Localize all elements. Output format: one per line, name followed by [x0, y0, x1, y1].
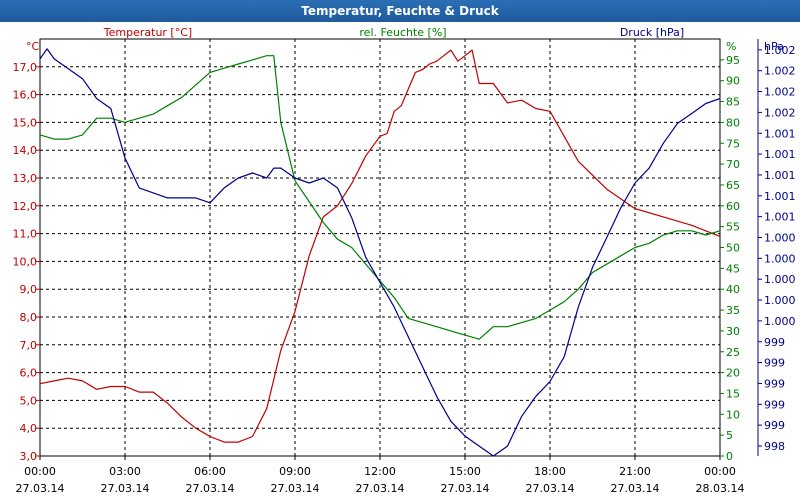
series-lines — [39, 48, 721, 457]
pressure-tick-label: 1.000 — [764, 273, 796, 286]
temperature-tick-label: 6,0 — [20, 367, 38, 380]
humidity-tick-label: 55 — [726, 221, 740, 234]
temperature-legend-label: Temperatur [°C] — [103, 26, 192, 39]
temperature-tick-label: 17,0 — [13, 61, 38, 74]
pressure-tick-label: 1.002 — [764, 106, 796, 119]
humidity-tick-label: 80 — [726, 116, 740, 129]
pressure-tick-label: 999 — [764, 336, 785, 349]
pressure-tick-label: 999 — [764, 419, 785, 432]
temperature-tick-label: 7,0 — [20, 339, 38, 352]
temperature-tick-label: 9,0 — [20, 283, 38, 296]
x-tick-date-label: 28.03.14 — [696, 482, 745, 495]
pressure-tick-label: 1.000 — [764, 294, 796, 307]
humidity-tick-label: 95 — [726, 54, 740, 67]
humidity-tick-label: 10 — [726, 408, 740, 421]
pressure-tick-label: 999 — [764, 398, 785, 411]
grid — [40, 39, 720, 456]
temperature-unit-label: °C — [26, 40, 40, 53]
x-tick-date-label: 27.03.14 — [16, 482, 65, 495]
x-tick-time-label: 21:00 — [619, 465, 651, 478]
x-tick-date-label: 27.03.14 — [271, 482, 320, 495]
chart-title: Temperatur, Feuchte & Druck — [0, 0, 800, 22]
pressure-tick-label: 1.001 — [764, 190, 796, 203]
pressure-tick-label: 999 — [764, 377, 785, 390]
temperature-line — [39, 49, 721, 443]
pressure-tick-label: 1.000 — [764, 252, 796, 265]
temperature-tick-label: 10,0 — [13, 255, 38, 268]
x-tick-time-label: 00:00 — [704, 465, 736, 478]
humidity-tick-label: 85 — [726, 96, 740, 109]
temperature-tick-label: 8,0 — [20, 311, 38, 324]
humidity-tick-label: 20 — [726, 367, 740, 380]
pressure-legend-label: Druck [hPa] — [620, 26, 684, 39]
x-tick-date-label: 27.03.14 — [611, 482, 660, 495]
x-tick-date-label: 27.03.14 — [356, 482, 405, 495]
axes: 00:00 27.03.14 03:00 27.03.14 06:00 27.03.14 0… — [13, 38, 796, 495]
temperature-tick-label: 15,0 — [13, 116, 38, 129]
temperature-tick-label: 4,0 — [20, 422, 38, 435]
temperature-tick-label: 11,0 — [13, 228, 38, 241]
pressure-tick-label: 1.000 — [764, 232, 796, 245]
humidity-tick-label: 15 — [726, 387, 740, 400]
humidity-tick-label: 65 — [726, 179, 740, 192]
humidity-tick-label: 5 — [726, 429, 733, 442]
pressure-tick-label: 1.000 — [764, 315, 796, 328]
temperature-tick-label: 12,0 — [13, 200, 38, 213]
pressure-tick-label: 998 — [764, 440, 785, 453]
humidity-legend-label: rel. Feuchte [%] — [359, 26, 446, 39]
humidity-tick-label: 90 — [726, 75, 740, 88]
x-tick-time-label: 15:00 — [449, 465, 481, 478]
humidity-tick-label: 30 — [726, 325, 740, 338]
x-tick-time-label: 03:00 — [109, 465, 141, 478]
pressure-line — [39, 48, 721, 457]
x-tick-date-label: 27.03.14 — [101, 482, 150, 495]
chart-canvas: °C Temperatur [°C] rel. Feuchte [%] Druc… — [13, 26, 796, 495]
x-tick-time-label: 09:00 — [279, 465, 311, 478]
humidity-tick-label: 0 — [726, 450, 733, 463]
x-tick-time-label: 18:00 — [534, 465, 566, 478]
humidity-unit-label: % — [726, 40, 736, 53]
x-tick-date-label: 27.03.14 — [441, 482, 490, 495]
pressure-tick-label: 1.001 — [764, 148, 796, 161]
humidity-tick-label: 25 — [726, 346, 740, 359]
temperature-tick-label: 5,0 — [20, 394, 38, 407]
humidity-tick-label: 50 — [726, 242, 740, 255]
pressure-unit-label: hPa — [764, 40, 784, 53]
pressure-tick-label: 1.001 — [764, 127, 796, 140]
temperature-tick-label: 13,0 — [13, 172, 38, 185]
pressure-tick-label: 1.002 — [764, 86, 796, 99]
x-tick-time-label: 00:00 — [24, 465, 56, 478]
pressure-tick-label: 999 — [764, 357, 785, 370]
humidity-tick-label: 45 — [726, 262, 740, 275]
humidity-tick-label: 75 — [726, 137, 740, 150]
humidity-line — [39, 55, 721, 340]
pressure-tick-label: 1.001 — [764, 211, 796, 224]
temperature-tick-label: 14,0 — [13, 144, 38, 157]
x-tick-date-label: 27.03.14 — [526, 482, 575, 495]
humidity-tick-label: 70 — [726, 158, 740, 171]
pressure-tick-label: 1.002 — [764, 65, 796, 78]
humidity-tick-label: 35 — [726, 304, 740, 317]
temperature-tick-label: 3,0 — [20, 450, 38, 463]
x-tick-time-label: 06:00 — [194, 465, 226, 478]
x-tick-date-label: 27.03.14 — [186, 482, 235, 495]
pressure-tick-label: 1.002 — [764, 44, 796, 57]
pressure-tick-label: 1.001 — [764, 169, 796, 182]
humidity-tick-label: 40 — [726, 283, 740, 296]
humidity-tick-label: 60 — [726, 200, 740, 213]
temperature-tick-label: 16,0 — [13, 89, 38, 102]
x-tick-time-label: 12:00 — [364, 465, 396, 478]
